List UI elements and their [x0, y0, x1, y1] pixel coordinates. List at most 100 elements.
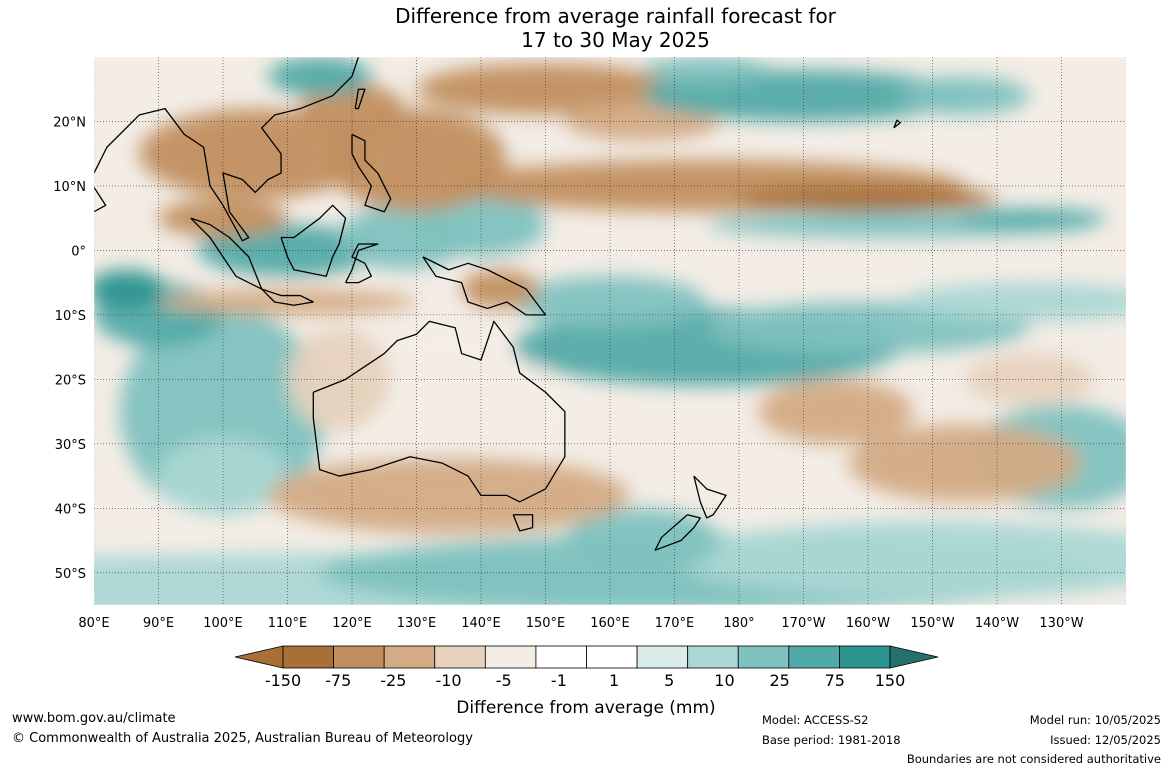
colorbar-tick-4: -5 [496, 671, 512, 690]
lon-label-1: 90°E [143, 616, 174, 631]
anomaly-region-25 [951, 208, 1107, 228]
lon-label-5: 130°E [397, 616, 437, 631]
anomaly-region-13 [758, 379, 914, 444]
colorbar-tick-5: -1 [551, 671, 567, 690]
lat-label-3: 10°S [55, 309, 86, 324]
title-line-2: 17 to 30 May 2025 [521, 28, 710, 52]
sri-lanka-coast [94, 186, 107, 213]
anomaly-region-26 [139, 108, 372, 199]
lon-label-7: 150°E [526, 616, 566, 631]
lat-label-0: 20°N [53, 115, 86, 130]
anomaly-region-35 [268, 57, 372, 96]
coastlines [94, 57, 901, 551]
lon-label-4: 120°E [332, 616, 372, 631]
colorbar-title: Difference from average (mm) [456, 698, 715, 718]
lat-label-4: 20°S [55, 373, 86, 388]
colorbar-segment-3 [434, 645, 486, 669]
colorbar-tick-9: 25 [769, 671, 789, 690]
lat-label-5: 30°S [55, 438, 86, 453]
colorbar-segment-7 [636, 645, 689, 669]
nz-south-coast [654, 514, 701, 551]
colorbar-segment-10 [788, 645, 840, 669]
chart-title: Difference from average rainfall forecas… [0, 4, 1173, 52]
anomaly-region-37 [158, 198, 288, 238]
colorbar-segment-5 [535, 645, 587, 669]
title-line-1: Difference from average rainfall forecas… [395, 4, 836, 28]
anomaly-region-7 [564, 508, 720, 573]
colorbar-tick-3: -10 [435, 671, 461, 690]
colorbar-segment-9 [737, 645, 790, 669]
lon-label-10: 180° [723, 616, 754, 631]
new-guinea-coast [422, 256, 547, 316]
lon-label-12: 160°W [846, 616, 890, 631]
lon-label-14: 140°W [975, 616, 1019, 631]
colorbar-segment-11 [839, 645, 891, 669]
anomaly-region-18 [900, 282, 1126, 322]
sumatra-coast [190, 217, 263, 290]
colorbar [234, 645, 939, 669]
longitude-labels: 80°E 90°E 100°E 110°E 120°E 130°E 140°E 150°E 16… [78, 616, 1083, 631]
lat-label-1: 10°N [53, 180, 86, 195]
anomaly-region-21 [197, 224, 378, 277]
colorbar-tick-11: 150 [875, 671, 906, 690]
asia-coast [94, 57, 360, 242]
colorbar-segment-0 [282, 645, 334, 669]
sulawesi-coast [344, 243, 379, 284]
model-run-date: Model run: 10/05/2025 [1029, 713, 1161, 727]
colorbar-tick-6: 1 [609, 671, 619, 690]
lon-label-0: 80°E [78, 616, 109, 631]
lon-label-8: 160°E [590, 616, 630, 631]
anomaly-region-33 [642, 69, 965, 122]
colorbar-extend-high [889, 645, 939, 669]
borneo-coast [280, 204, 347, 277]
anomaly-region-12 [848, 424, 1081, 502]
taiwan-coast [354, 88, 366, 110]
website-link[interactable]: www.bom.gov.au/climate [12, 711, 176, 726]
lon-label-15: 130°W [1039, 616, 1083, 631]
lat-label-6: 40°S [55, 502, 86, 517]
philippines-coast [351, 133, 392, 213]
anomaly-region-23 [416, 192, 546, 257]
lat-label-7: 50°S [55, 567, 86, 582]
java-coast [261, 288, 314, 306]
anomaly-region-14 [964, 353, 1094, 406]
hawaii-coast [893, 119, 901, 129]
anomaly-region-34 [900, 76, 1030, 116]
lon-label-9: 170°E [655, 616, 695, 631]
anomaly-region-5 [94, 269, 165, 309]
colorbar-segment-2 [383, 645, 436, 669]
colorbar-tick-2: -25 [380, 671, 406, 690]
anomaly-region-2 [674, 521, 1126, 599]
colorbar-tick-0: -150 [265, 671, 301, 690]
graticule [94, 57, 1126, 605]
anomaly-region-6 [158, 437, 288, 515]
boundary-disclaimer: Boundaries are not considered authoritat… [906, 752, 1161, 766]
anomaly-region-36 [642, 57, 772, 83]
lon-label-3: 110°E [268, 616, 308, 631]
map-frame [93, 56, 1127, 606]
lon-label-13: 150°W [910, 616, 954, 631]
anomaly-region-9 [332, 334, 565, 489]
lon-label-6: 140°E [461, 616, 501, 631]
model-name: Model: ACCESS-S2 [762, 713, 869, 727]
copyright-text: © Commonwealth of Australia 2025, Austra… [12, 731, 473, 746]
lon-label-2: 100°E [203, 616, 243, 631]
lat-label-2: 0° [71, 244, 86, 259]
australia-coast [312, 320, 566, 503]
anomaly-region-10 [268, 456, 630, 535]
colorbar-segment-6 [586, 645, 638, 669]
colorbar-segment-8 [687, 645, 739, 669]
colorbar-tick-1: -75 [325, 671, 351, 690]
latitude-labels: 20°N 10°N 0° 10°S 20°S 30°S 40°S 50°S [53, 115, 86, 581]
colorbar-tick-labels: -150 -75 -25 -10 -5 -1 1 5 10 25 75 150 [265, 671, 905, 690]
anomaly-region-19 [158, 289, 417, 315]
nz-north-coast [693, 475, 727, 519]
colorbar-tick-8: 10 [714, 671, 734, 690]
anomaly-region-16 [513, 276, 707, 328]
base-period: Base period: 1981-2018 [762, 733, 901, 747]
tasmania-coast [512, 514, 534, 532]
colorbar-segment-4 [484, 645, 537, 669]
lon-label-11: 170°W [781, 616, 825, 631]
colorbar-segment-1 [333, 645, 385, 669]
